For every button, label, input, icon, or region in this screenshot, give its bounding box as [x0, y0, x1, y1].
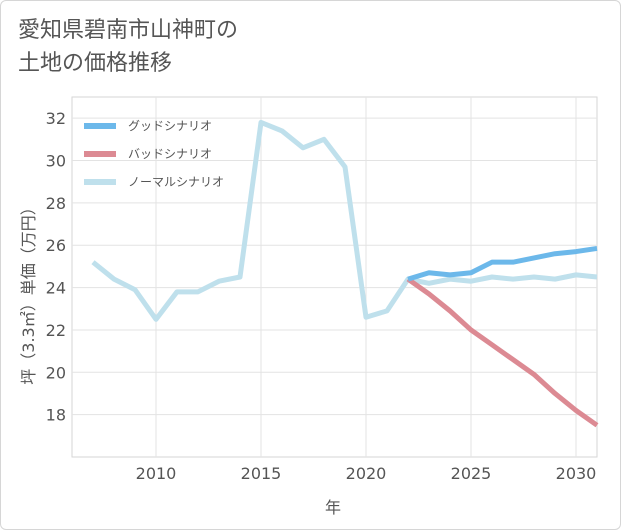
y-tick-label: 24: [46, 279, 66, 298]
y-tick-labels: 18 20 22 24 26 28 30 32: [46, 109, 66, 424]
x-tick-label: 2010: [136, 464, 177, 483]
x-axis-title: 年: [325, 498, 341, 517]
x-tick-label: 2025: [451, 464, 492, 483]
series-layer: [91, 119, 599, 428]
y-tick-label: 30: [46, 152, 66, 171]
x-tick-label: 2015: [241, 464, 282, 483]
legend: グッドシナリオ バッドシナリオ ノーマルシナリオ: [84, 119, 224, 189]
chart-title: 愛知県碧南市山神町の 土地の価格推移: [18, 14, 578, 80]
chart-title-line-2: 土地の価格推移: [18, 51, 173, 76]
legend-label-normal: ノーマルシナリオ: [128, 175, 224, 189]
x-tick-label: 2030: [556, 464, 597, 483]
chart-title-line-1: 愛知県碧南市山神町の: [18, 18, 239, 43]
y-axis-title: 坪（3.3㎡）単価（万円）: [19, 199, 38, 384]
x-tick-labels: 2010 2015 2020 2025 2030: [136, 464, 597, 483]
gridlines: [72, 97, 597, 457]
legend-label-good: グッドシナリオ: [128, 119, 212, 133]
y-tick-label: 20: [46, 363, 66, 382]
series-line-good: [407, 245, 598, 282]
x-tick-label: 2020: [346, 464, 387, 483]
y-tick-label: 18: [46, 406, 66, 425]
y-tick-label: 28: [46, 194, 66, 213]
y-tick-label: 26: [46, 236, 66, 255]
legend-label-bad: バッドシナリオ: [128, 147, 212, 161]
series-line-bad: [406, 277, 599, 428]
y-tick-label: 22: [46, 321, 66, 340]
series-line-normal: [91, 119, 598, 322]
y-tick-label: 32: [46, 109, 66, 128]
